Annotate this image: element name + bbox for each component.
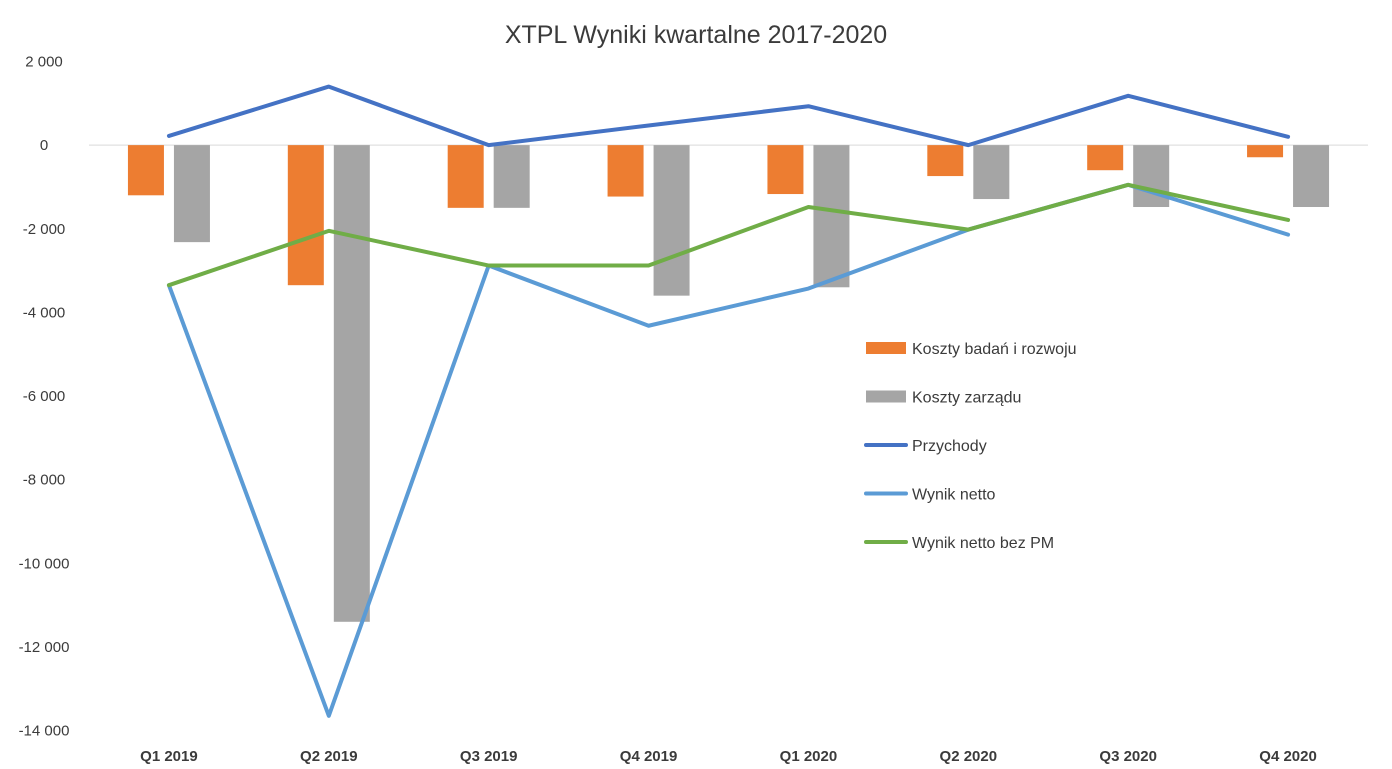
bar [607,145,644,197]
legend-label: Przychody [912,438,987,455]
x-axis: Q1 2019 Q2 2019 Q3 2019 Q4 2019 Q1 2020 Q2 20… [140,748,1317,765]
bars-layer [127,145,1330,622]
bar [287,145,324,286]
bar [653,145,690,296]
bar [447,145,484,208]
y-tick-label: -6 000 [23,388,66,405]
x-tick-label: Q1 2019 [140,748,198,765]
bar [973,145,1010,200]
x-tick-label: Q1 2020 [780,748,838,765]
bar [173,145,210,243]
bar [927,145,964,177]
x-tick-label: Q2 2019 [300,748,358,765]
lines-layer [166,84,1291,718]
legend-swatch [866,390,906,403]
bar [1293,145,1330,208]
legend: Koszty badań i rozwoju Koszty zarządu Przy… [864,341,1077,552]
bar [333,145,370,622]
bar [767,145,804,195]
y-tick-label: 0 [40,137,48,154]
chart-title: XTPL Wyniki kwartalne 2017-2020 [505,21,887,49]
y-tick-label: -4 000 [23,304,66,321]
y-tick-label: -14 000 [19,723,70,740]
x-tick-label: Q4 2020 [1259,748,1317,765]
bar [1247,145,1284,158]
legend-label: Wynik netto [912,487,996,504]
bar [813,145,850,288]
x-tick-label: Q3 2020 [1099,748,1157,765]
legend-label: Koszty badań i rozwoju [912,341,1077,358]
y-axis: 2 000 0 -2 000 -4 000 -6 000 -8 000 -10 000 -12… [19,54,70,740]
y-tick-label: -8 000 [23,472,66,489]
x-tick-label: Q4 2019 [620,748,678,765]
series-line [166,182,1291,288]
y-tick-label: -10 000 [19,555,70,572]
bar [1087,145,1124,171]
legend-label: Wynik netto bez PM [912,535,1054,552]
x-tick-label: Q2 2020 [940,748,998,765]
y-tick-label: 2 000 [25,54,63,71]
y-tick-label: -2 000 [23,221,66,238]
series-line [166,84,1291,148]
legend-swatch [866,342,906,354]
x-tick-label: Q3 2019 [460,748,518,765]
bar [127,145,164,196]
legend-label: Koszty zarządu [912,390,1021,407]
y-tick-label: -12 000 [19,639,70,656]
bar [493,145,530,208]
